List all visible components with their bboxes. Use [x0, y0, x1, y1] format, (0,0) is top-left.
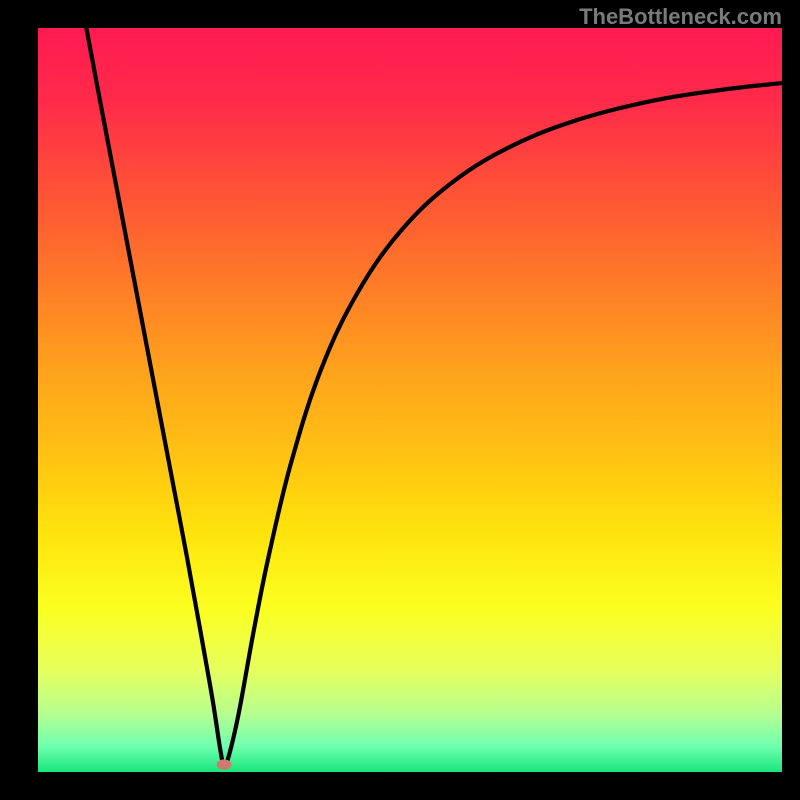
plot-svg	[38, 28, 782, 772]
minimum-marker	[217, 759, 232, 769]
watermark-text: TheBottleneck.com	[579, 4, 782, 30]
chart-container: TheBottleneck.com	[0, 0, 800, 800]
gradient-background	[38, 28, 782, 772]
plot-area	[38, 28, 782, 772]
